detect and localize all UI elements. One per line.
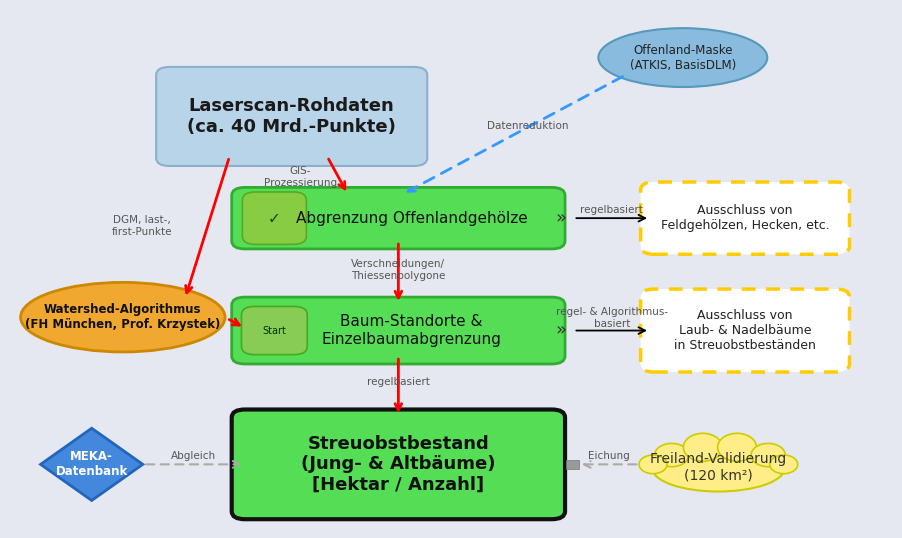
Text: Ausschluss von
Feldgehölzen, Hecken, etc.: Ausschluss von Feldgehölzen, Hecken, etc…	[660, 204, 830, 232]
FancyBboxPatch shape	[640, 289, 850, 372]
Text: Abgrenzung Offenlandgehölze: Abgrenzung Offenlandgehölze	[296, 211, 528, 225]
Text: Verschneidungen/
Thiessenpolygone: Verschneidungen/ Thiessenpolygone	[351, 259, 446, 281]
FancyBboxPatch shape	[232, 187, 565, 249]
Text: Eichung: Eichung	[588, 451, 630, 461]
FancyBboxPatch shape	[243, 192, 307, 244]
Text: Streuobstbestand
(Jung- & Altbäume)
[Hektar / Anzahl]: Streuobstbestand (Jung- & Altbäume) [Hek…	[301, 435, 495, 494]
Text: Abgleich: Abgleich	[171, 451, 216, 461]
Ellipse shape	[751, 443, 786, 466]
FancyBboxPatch shape	[640, 182, 850, 254]
FancyBboxPatch shape	[232, 409, 565, 519]
Ellipse shape	[718, 433, 757, 461]
Text: »: »	[556, 322, 566, 339]
FancyBboxPatch shape	[232, 297, 565, 364]
Text: ✓: ✓	[268, 211, 281, 225]
Text: regelbasiert: regelbasiert	[580, 205, 643, 215]
FancyBboxPatch shape	[156, 67, 428, 166]
Ellipse shape	[639, 455, 667, 473]
Text: Offenland-Maske
(ATKIS, BasisDLM): Offenland-Maske (ATKIS, BasisDLM)	[630, 44, 736, 72]
Text: Start: Start	[262, 325, 286, 336]
Text: Datenreduktion: Datenreduktion	[486, 121, 568, 131]
Text: GIS-
Prozessierung: GIS- Prozessierung	[264, 166, 337, 188]
Text: »: »	[556, 209, 566, 227]
Polygon shape	[41, 428, 143, 500]
Text: Watershed-Algorithmus
(FH München, Prof. Krzystek): Watershed-Algorithmus (FH München, Prof.…	[25, 303, 220, 331]
FancyBboxPatch shape	[242, 307, 308, 355]
Ellipse shape	[655, 443, 689, 466]
Text: Laserscan-Rohdaten
(ca. 40 Mrd.-Punkte): Laserscan-Rohdaten (ca. 40 Mrd.-Punkte)	[188, 97, 396, 136]
Ellipse shape	[652, 445, 785, 492]
Text: MEKA-
Datenbank: MEKA- Datenbank	[56, 450, 128, 478]
Text: regelbasiert: regelbasiert	[367, 378, 430, 387]
Text: Freiland-Validierung
(120 km²): Freiland-Validierung (120 km²)	[649, 452, 787, 482]
Ellipse shape	[769, 455, 797, 473]
Text: regel- & Algorithmus-
basiert: regel- & Algorithmus- basiert	[556, 307, 667, 329]
Ellipse shape	[684, 433, 723, 461]
Ellipse shape	[598, 28, 768, 87]
Text: DGM, last-,
first-Punkte: DGM, last-, first-Punkte	[112, 215, 172, 237]
Text: Ausschluss von
Laub- & Nadelbäume
in Streuobstbeständen: Ausschluss von Laub- & Nadelbäume in Str…	[674, 309, 816, 352]
Bar	[566, 459, 579, 469]
Ellipse shape	[21, 282, 225, 352]
Text: Baum-Standorte &
Einzelbaumabgrenzung: Baum-Standorte & Einzelbaumabgrenzung	[322, 314, 502, 347]
